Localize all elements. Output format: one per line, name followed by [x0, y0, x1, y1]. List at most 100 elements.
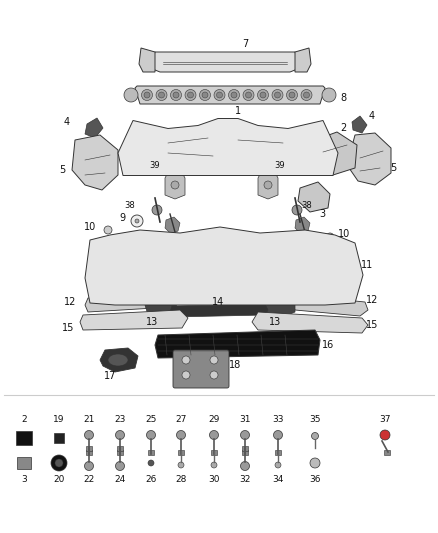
Circle shape	[182, 371, 190, 379]
Circle shape	[210, 371, 218, 379]
Circle shape	[116, 431, 124, 440]
Circle shape	[322, 88, 336, 102]
Circle shape	[178, 462, 184, 468]
Text: 7: 7	[242, 39, 248, 49]
Bar	[178, 450, 184, 455]
Text: 9: 9	[119, 213, 125, 223]
Circle shape	[273, 431, 283, 440]
Circle shape	[214, 90, 225, 101]
Text: 27: 27	[175, 416, 187, 424]
Circle shape	[289, 92, 295, 98]
Bar	[54, 433, 64, 443]
Text: 35: 35	[309, 416, 321, 424]
Polygon shape	[165, 169, 185, 199]
Polygon shape	[135, 86, 325, 104]
Ellipse shape	[108, 354, 128, 366]
Circle shape	[159, 92, 165, 98]
Text: 19: 19	[53, 416, 65, 424]
Text: 40: 40	[173, 233, 183, 243]
Circle shape	[170, 90, 181, 101]
Text: 36: 36	[309, 475, 321, 484]
Bar	[275, 450, 281, 455]
Polygon shape	[155, 330, 320, 358]
Circle shape	[85, 462, 93, 471]
Text: 37: 37	[379, 416, 391, 424]
Bar	[117, 446, 123, 451]
Circle shape	[292, 205, 302, 215]
Polygon shape	[298, 182, 330, 212]
Text: 34: 34	[272, 475, 284, 484]
Text: 3: 3	[21, 475, 27, 484]
Polygon shape	[118, 118, 338, 175]
Circle shape	[55, 459, 63, 467]
Text: 4: 4	[64, 117, 70, 127]
Circle shape	[104, 226, 112, 234]
Polygon shape	[72, 135, 118, 190]
Circle shape	[187, 92, 194, 98]
Text: 24: 24	[114, 475, 126, 484]
Text: 8: 8	[340, 93, 346, 103]
Circle shape	[148, 460, 154, 466]
Circle shape	[146, 431, 155, 440]
Text: 14: 14	[212, 297, 224, 307]
Text: 2: 2	[21, 416, 27, 424]
Text: 32: 32	[239, 475, 251, 484]
Polygon shape	[315, 132, 357, 175]
Circle shape	[216, 92, 223, 98]
Circle shape	[240, 431, 250, 440]
Circle shape	[301, 90, 312, 101]
Polygon shape	[292, 295, 368, 316]
Text: 18: 18	[229, 360, 241, 370]
Text: 33: 33	[272, 416, 284, 424]
Circle shape	[135, 219, 139, 223]
Circle shape	[152, 205, 162, 215]
Bar	[117, 450, 123, 455]
Circle shape	[246, 92, 251, 98]
Circle shape	[272, 90, 283, 101]
Circle shape	[85, 431, 93, 440]
Polygon shape	[252, 312, 368, 333]
Circle shape	[275, 92, 280, 98]
Circle shape	[124, 88, 138, 102]
Text: 12: 12	[64, 297, 76, 307]
Text: 15: 15	[366, 320, 378, 330]
Polygon shape	[85, 227, 363, 305]
Text: 16: 16	[322, 340, 334, 350]
Text: 29: 29	[208, 416, 220, 424]
Circle shape	[275, 462, 281, 468]
Polygon shape	[262, 298, 295, 318]
Circle shape	[173, 92, 179, 98]
Text: 10: 10	[338, 229, 350, 239]
Circle shape	[260, 92, 266, 98]
Text: 15: 15	[62, 323, 74, 333]
Text: 5: 5	[390, 163, 396, 173]
Circle shape	[210, 356, 218, 364]
Text: 2: 2	[340, 123, 346, 133]
Text: 10: 10	[84, 222, 96, 232]
Circle shape	[326, 233, 334, 241]
Text: 40: 40	[303, 233, 313, 243]
Circle shape	[258, 90, 268, 101]
Text: 11: 11	[361, 260, 373, 270]
Circle shape	[116, 462, 124, 471]
Circle shape	[185, 90, 196, 101]
Bar	[16, 431, 32, 445]
Bar	[17, 457, 31, 469]
Circle shape	[156, 90, 167, 101]
Polygon shape	[295, 48, 311, 72]
Circle shape	[229, 90, 240, 101]
Text: 21: 21	[83, 416, 95, 424]
Circle shape	[209, 431, 219, 440]
Circle shape	[264, 181, 272, 189]
Polygon shape	[347, 133, 391, 185]
Circle shape	[243, 90, 254, 101]
Circle shape	[311, 432, 318, 440]
Bar	[211, 450, 217, 455]
Circle shape	[141, 90, 152, 101]
Polygon shape	[165, 217, 180, 234]
Polygon shape	[85, 118, 103, 138]
Text: 12: 12	[366, 295, 378, 305]
Text: 13: 13	[146, 317, 158, 327]
Text: 26: 26	[145, 475, 157, 484]
Polygon shape	[280, 262, 340, 292]
